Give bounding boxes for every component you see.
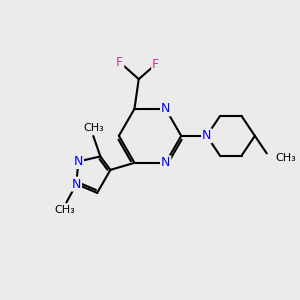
Text: F: F <box>116 56 123 69</box>
Text: F: F <box>152 58 159 70</box>
Text: CH₃: CH₃ <box>83 123 104 133</box>
Text: CH₃: CH₃ <box>275 154 296 164</box>
Text: N: N <box>161 102 170 116</box>
Text: N: N <box>202 129 211 142</box>
Text: N: N <box>161 156 170 169</box>
Text: N: N <box>74 155 83 168</box>
Text: N: N <box>72 178 81 190</box>
Text: CH₃: CH₃ <box>55 206 75 215</box>
